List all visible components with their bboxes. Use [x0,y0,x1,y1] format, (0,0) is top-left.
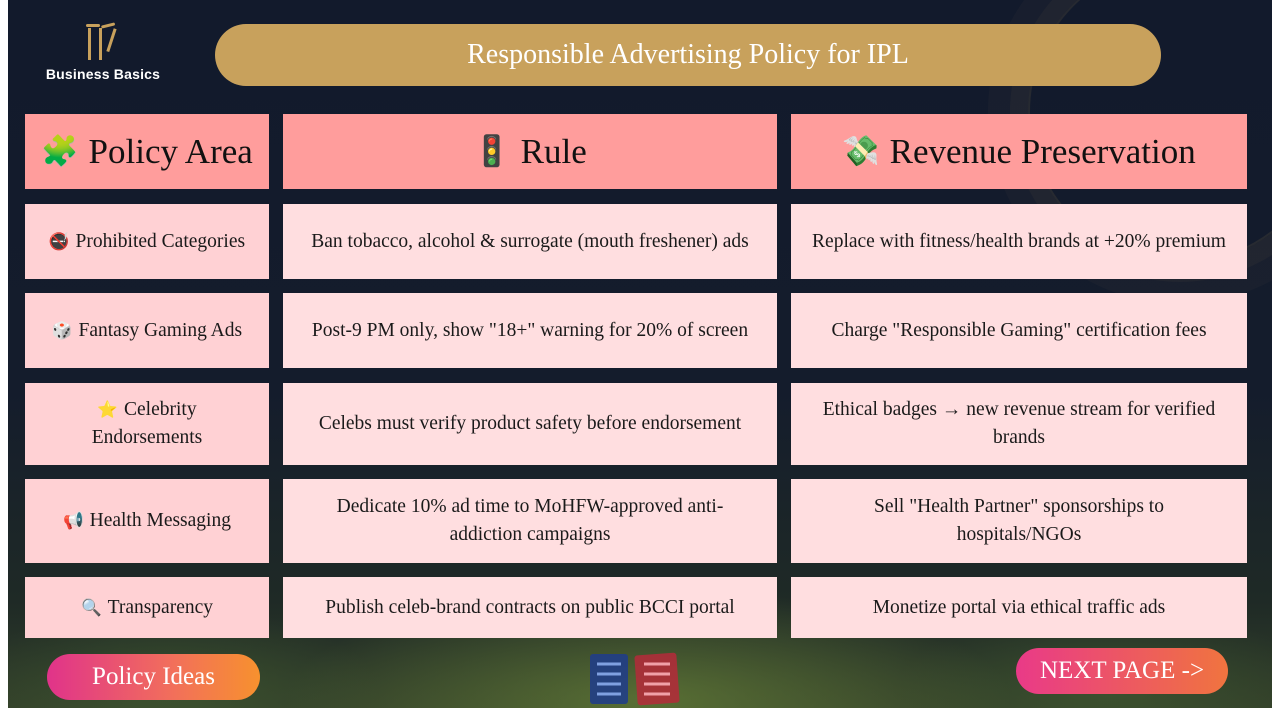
no-smoking-icon: 🚭 [48,231,70,251]
megaphone-icon: 📢 [63,511,84,530]
money-wings-icon: 💸 [842,133,880,169]
table-row-rule: Post-9 PM only, show "18+" warning for 2… [283,293,777,368]
table-row-revenue: Replace with fitness/health brands at +2… [791,204,1247,279]
header-label: Policy Area [88,131,253,171]
table-row-area: ⭐ Celebrity Endorsements [25,383,269,465]
table-row-revenue: Monetize portal via ethical traffic ads [791,577,1247,638]
area-label: Fantasy Gaming Ads [78,319,243,341]
area-label: Health Messaging [89,510,231,531]
header-policy-area: 🧩 Policy Area [25,114,269,189]
table-row-rule: Ban tobacco, alcohol & surrogate (mouth … [283,204,777,279]
table-row-revenue: Ethical badges → new revenue stream for … [791,383,1247,465]
table-row-rule: Celebs must verify product safety before… [283,383,777,465]
magnifier-icon: 🔍 [80,597,102,617]
header-label: Revenue Preservation [889,131,1196,171]
table-row-revenue: Sell "Health Partner" sponsorships to ho… [791,479,1247,563]
dice-icon: 🎲 [51,320,73,340]
header-revenue-preservation: 💸 Revenue Preservation [791,114,1247,189]
traffic-light-icon: 🚦 [473,133,511,169]
puzzle-icon: 🧩 [41,133,79,169]
area-label: Prohibited Categories [75,230,246,252]
area-label: Celebrity Endorsements [91,399,203,448]
policy-ideas-button[interactable]: Policy Ideas [47,654,260,700]
table-row-area: 🚭 Prohibited Categories [25,204,269,279]
brand-logo: Business Basics [38,20,168,90]
team-badges-icon [590,652,680,706]
table-row-area: 🔍 Transparency [25,577,269,638]
header-label: Rule [520,131,587,171]
brand-name: Business Basics [45,66,161,82]
table-row-area: 🎲 Fantasy Gaming Ads [25,293,269,368]
slide-background: Business Basics Responsible Advertising … [8,0,1272,708]
header-rule: 🚦 Rule [283,114,777,189]
star-icon: ⭐ [97,400,119,419]
cricket-stumps-logo-icon [86,22,117,60]
table-row-rule: Publish celeb-brand contracts on public … [283,577,777,638]
area-label: Transparency [107,596,214,618]
page-title: Responsible Advertising Policy for IPL [215,24,1161,86]
table-row-area: 📢 Health Messaging [25,479,269,563]
table-row-rule: Dedicate 10% ad time to MoHFW-approved a… [283,479,777,563]
next-page-button[interactable]: NEXT PAGE -> [1016,648,1228,694]
table-row-revenue: Charge "Responsible Gaming" certificatio… [791,293,1247,368]
